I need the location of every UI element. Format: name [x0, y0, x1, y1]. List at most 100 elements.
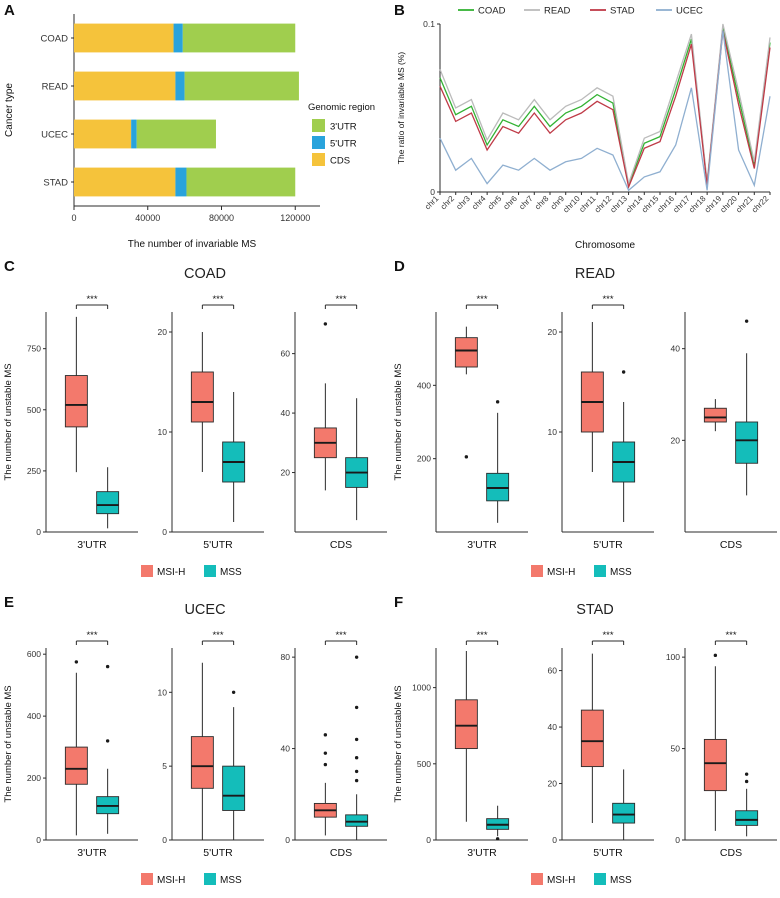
- svg-text:0: 0: [36, 527, 41, 537]
- svg-text:The number of unstable MS: The number of unstable MS: [3, 685, 14, 802]
- svg-text:***: ***: [335, 630, 346, 641]
- panel-a: A 0 40000 80000 120000 The number of invaria…: [0, 0, 390, 254]
- svg-text:100: 100: [666, 652, 680, 662]
- svg-text:0: 0: [285, 835, 290, 845]
- svg-text:500: 500: [27, 405, 41, 415]
- svg-text:UCEC: UCEC: [41, 130, 68, 141]
- svg-text:The ratio of invariable MS (%): The ratio of invariable MS (%): [396, 52, 406, 165]
- panel-f-label: F: [394, 594, 404, 611]
- svg-text:UCEC: UCEC: [676, 6, 703, 17]
- svg-text:MSI-H: MSI-H: [157, 875, 185, 886]
- svg-text:chr1: chr1: [423, 194, 441, 212]
- svg-text:MSI-H: MSI-H: [547, 567, 575, 578]
- svg-text:CDS: CDS: [330, 847, 352, 859]
- svg-text:5'UTR: 5'UTR: [593, 847, 623, 859]
- svg-text:UCEC: UCEC: [184, 602, 225, 618]
- svg-text:10: 10: [158, 687, 168, 697]
- svg-text:60: 60: [548, 666, 558, 676]
- svg-text:120000: 120000: [280, 213, 310, 223]
- svg-text:1000: 1000: [412, 683, 431, 693]
- svg-text:20: 20: [281, 468, 291, 478]
- svg-text:750: 750: [27, 344, 41, 354]
- svg-text:3'UTR: 3'UTR: [77, 847, 107, 859]
- stacked-bar-chart: 0 40000 80000 120000 The number of invariabl…: [4, 14, 390, 250]
- svg-text:0: 0: [162, 835, 167, 845]
- svg-text:MSS: MSS: [610, 567, 632, 578]
- svg-text:5'UTR: 5'UTR: [593, 539, 623, 551]
- svg-text:3'UTR: 3'UTR: [330, 122, 357, 133]
- svg-text:0: 0: [162, 527, 167, 537]
- svg-text:CDS: CDS: [330, 539, 352, 551]
- svg-text:80000: 80000: [209, 213, 234, 223]
- svg-text:The number of unstable MS: The number of unstable MS: [393, 363, 404, 480]
- svg-text:0: 0: [675, 835, 680, 845]
- svg-text:STAD: STAD: [610, 6, 635, 17]
- panel-d-label: D: [394, 258, 405, 275]
- svg-text:200: 200: [417, 454, 431, 464]
- svg-text:40: 40: [671, 344, 681, 354]
- svg-text:***: ***: [335, 294, 346, 305]
- svg-text:MSI-H: MSI-H: [547, 875, 575, 886]
- svg-text:***: ***: [476, 294, 487, 305]
- panel-d: D READ The number of unstable MS 200 400 3'U…: [390, 256, 780, 590]
- svg-text:40: 40: [281, 744, 291, 754]
- svg-text:3'UTR: 3'UTR: [467, 847, 497, 859]
- svg-text:chr5: chr5: [486, 194, 504, 212]
- svg-text:***: ***: [725, 630, 736, 641]
- svg-text:500: 500: [417, 759, 431, 769]
- svg-text:COAD: COAD: [41, 34, 69, 45]
- svg-text:chr10: chr10: [561, 194, 582, 215]
- svg-text:***: ***: [86, 630, 97, 641]
- panel-b: B COAD READ STAD UCEC 0 0.1 The ratio of invar…: [390, 0, 780, 254]
- svg-text:The number of unstable MS: The number of unstable MS: [393, 685, 404, 802]
- svg-text:***: ***: [212, 294, 223, 305]
- svg-text:CDS: CDS: [720, 539, 742, 551]
- svg-text:0: 0: [426, 835, 431, 845]
- svg-text:40000: 40000: [135, 213, 160, 223]
- svg-text:400: 400: [27, 711, 41, 721]
- svg-text:40: 40: [548, 722, 558, 732]
- svg-text:80: 80: [281, 652, 291, 662]
- svg-text:chr22: chr22: [750, 194, 771, 215]
- panel-e-label: E: [4, 594, 15, 611]
- svg-text:COAD: COAD: [184, 266, 226, 282]
- svg-text:20: 20: [548, 779, 558, 789]
- svg-text:5: 5: [162, 761, 167, 771]
- svg-text:The number of invariable MS: The number of invariable MS: [128, 239, 257, 250]
- svg-text:20: 20: [671, 435, 681, 445]
- svg-text:MSS: MSS: [610, 875, 632, 886]
- svg-text:250: 250: [27, 466, 41, 476]
- svg-text:5'UTR: 5'UTR: [203, 847, 233, 859]
- svg-text:Genomic region: Genomic region: [308, 102, 375, 113]
- svg-text:20: 20: [548, 327, 558, 337]
- svg-text:chr8: chr8: [533, 194, 551, 212]
- svg-text:COAD: COAD: [478, 6, 506, 17]
- svg-text:0.1: 0.1: [423, 19, 435, 29]
- svg-text:40: 40: [281, 408, 291, 418]
- svg-text:0: 0: [36, 835, 41, 845]
- svg-text:READ: READ: [575, 266, 615, 282]
- svg-text:READ: READ: [42, 82, 69, 93]
- svg-text:STAD: STAD: [43, 178, 68, 189]
- svg-text:CDS: CDS: [330, 156, 350, 167]
- svg-text:chr6: chr6: [502, 194, 520, 212]
- chromosome-line-chart: COAD READ STAD UCEC 0 0.1 The ratio of invaria…: [396, 6, 771, 252]
- svg-text:MSS: MSS: [220, 875, 242, 886]
- read-boxplot-chart: READ The number of unstable MS 200 400 3'UTR…: [393, 266, 777, 578]
- svg-text:chr7: chr7: [517, 194, 535, 212]
- svg-text:3'UTR: 3'UTR: [467, 539, 497, 551]
- coad-boxplot-chart: COAD The number of unstable MS 0 250 500 750 3…: [3, 266, 387, 578]
- svg-text:STAD: STAD: [576, 602, 614, 618]
- svg-text:400: 400: [417, 380, 431, 390]
- svg-text:Cancer type: Cancer type: [4, 83, 15, 137]
- svg-text:5'UTR: 5'UTR: [203, 539, 233, 551]
- svg-text:0: 0: [71, 213, 76, 223]
- svg-text:10: 10: [158, 427, 168, 437]
- svg-text:chr3: chr3: [454, 194, 472, 212]
- svg-text:READ: READ: [544, 6, 571, 17]
- svg-text:***: ***: [86, 294, 97, 305]
- panel-a-label: A: [4, 2, 15, 19]
- panel-f: F STAD The number of unstable MS 0 500 1000 3…: [390, 592, 780, 898]
